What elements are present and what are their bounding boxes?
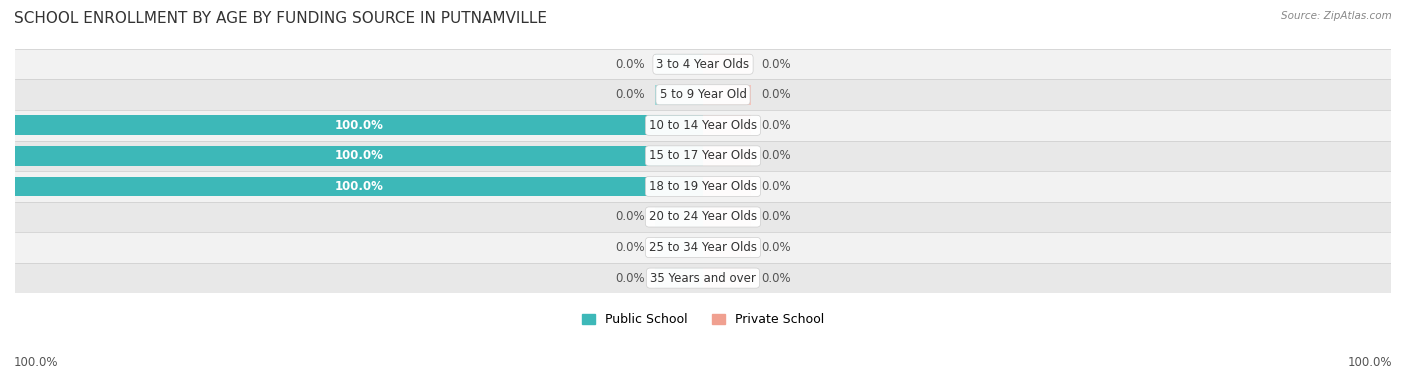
Bar bbox=[703, 146, 751, 166]
Text: SCHOOL ENROLLMENT BY AGE BY FUNDING SOURCE IN PUTNAMVILLE: SCHOOL ENROLLMENT BY AGE BY FUNDING SOUR… bbox=[14, 11, 547, 26]
Bar bbox=[15, 49, 1391, 80]
Bar bbox=[703, 115, 751, 135]
Text: 0.0%: 0.0% bbox=[614, 271, 644, 285]
Bar bbox=[15, 141, 1391, 171]
Text: 0.0%: 0.0% bbox=[762, 210, 792, 224]
Bar bbox=[655, 85, 703, 105]
Bar bbox=[655, 54, 703, 74]
Bar bbox=[703, 238, 751, 257]
Text: 15 to 17 Year Olds: 15 to 17 Year Olds bbox=[650, 149, 756, 162]
Text: 3 to 4 Year Olds: 3 to 4 Year Olds bbox=[657, 58, 749, 71]
Bar bbox=[15, 110, 1391, 141]
Bar bbox=[703, 176, 751, 196]
Text: 100.0%: 100.0% bbox=[1347, 357, 1392, 369]
Bar bbox=[655, 207, 703, 227]
Bar bbox=[15, 232, 1391, 263]
Text: 0.0%: 0.0% bbox=[762, 88, 792, 101]
Bar bbox=[703, 54, 751, 74]
Text: 0.0%: 0.0% bbox=[614, 88, 644, 101]
Text: 18 to 19 Year Olds: 18 to 19 Year Olds bbox=[650, 180, 756, 193]
Bar bbox=[15, 176, 703, 196]
Bar bbox=[703, 207, 751, 227]
Text: 0.0%: 0.0% bbox=[762, 149, 792, 162]
Text: 0.0%: 0.0% bbox=[614, 241, 644, 254]
Text: 25 to 34 Year Olds: 25 to 34 Year Olds bbox=[650, 241, 756, 254]
Bar bbox=[15, 263, 1391, 293]
Text: 0.0%: 0.0% bbox=[614, 210, 644, 224]
Text: 10 to 14 Year Olds: 10 to 14 Year Olds bbox=[650, 119, 756, 132]
Bar bbox=[15, 146, 703, 166]
Bar bbox=[655, 238, 703, 257]
Text: 0.0%: 0.0% bbox=[762, 271, 792, 285]
Bar bbox=[703, 85, 751, 105]
Text: 100.0%: 100.0% bbox=[335, 149, 384, 162]
Bar bbox=[15, 202, 1391, 232]
Text: 0.0%: 0.0% bbox=[614, 58, 644, 71]
Text: 0.0%: 0.0% bbox=[762, 180, 792, 193]
Bar bbox=[15, 171, 1391, 202]
Bar bbox=[703, 268, 751, 288]
Text: 100.0%: 100.0% bbox=[335, 119, 384, 132]
Legend: Public School, Private School: Public School, Private School bbox=[576, 308, 830, 331]
Text: 35 Years and over: 35 Years and over bbox=[650, 271, 756, 285]
Text: 20 to 24 Year Olds: 20 to 24 Year Olds bbox=[650, 210, 756, 224]
Bar bbox=[15, 115, 703, 135]
Text: 100.0%: 100.0% bbox=[14, 357, 59, 369]
Text: 0.0%: 0.0% bbox=[762, 119, 792, 132]
Text: 0.0%: 0.0% bbox=[762, 58, 792, 71]
Text: Source: ZipAtlas.com: Source: ZipAtlas.com bbox=[1281, 11, 1392, 21]
Text: 0.0%: 0.0% bbox=[762, 241, 792, 254]
Bar bbox=[655, 268, 703, 288]
Text: 100.0%: 100.0% bbox=[335, 180, 384, 193]
Bar bbox=[15, 80, 1391, 110]
Text: 5 to 9 Year Old: 5 to 9 Year Old bbox=[659, 88, 747, 101]
